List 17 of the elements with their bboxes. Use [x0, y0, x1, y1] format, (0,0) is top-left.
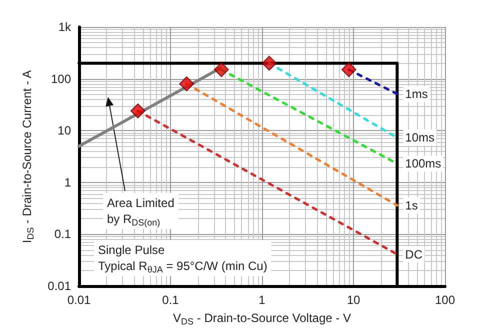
y-tick-label: 1	[64, 175, 72, 190]
x-tick-label: 0.01	[67, 293, 91, 307]
x-tick-label: 10	[346, 293, 360, 307]
series-label: 100ms	[405, 156, 442, 171]
series-label: 1s	[405, 198, 418, 212]
y-tick-label: 0.01	[48, 279, 72, 293]
series-label: DC	[405, 247, 423, 262]
x-tick-label: 100	[434, 293, 456, 307]
y-tick-label: 0.1	[54, 227, 72, 242]
x-tick-label: 1	[258, 293, 266, 307]
x-tick-label: 0.1	[162, 293, 180, 307]
y-tick-label: 1k	[58, 20, 72, 34]
series-label: 10ms	[405, 130, 434, 145]
y-tick-label: 10	[58, 124, 72, 138]
y-axis-title: IDS - Drain-to-Source Current - A	[20, 70, 36, 244]
y-tick-label: 100	[50, 72, 72, 86]
series-label: 1ms	[405, 86, 428, 101]
